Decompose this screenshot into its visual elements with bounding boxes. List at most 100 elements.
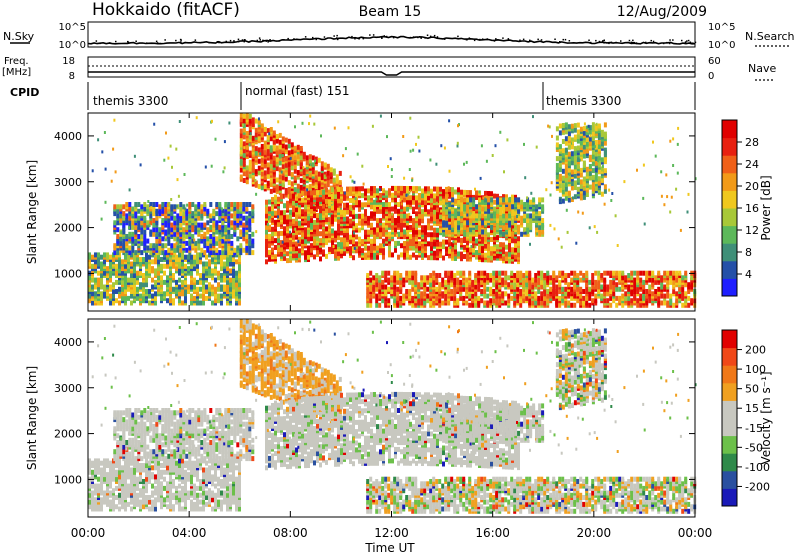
freq-label-2: [MHz] [2,67,31,78]
x-tick-label: 00:00 [71,526,106,540]
velocity-ylabel: Slant Range [km] [25,366,39,470]
y-tick-label: 2000 [54,428,82,441]
power-colorbar: 4 8 12 16 20 24 28 Power [dB] [721,119,773,297]
colorbar-tick-label: -100 [745,461,770,474]
nsearch-tick-top: 10^5 [708,22,735,33]
freq-tick-top: 18 [62,56,75,67]
x-axis-label: Time UT [364,541,415,554]
x-axis-ticks: 00:00 04:00 08:00 12:00 16:00 20:00 00:00 [71,113,713,540]
colorbar-tick-label: 15 [745,402,759,415]
colorbar-tick-label: -200 [745,480,770,493]
colorbar-swatch [722,190,737,209]
nsky-tick-bottom: 10^0 [59,40,86,51]
power-ylabel: Slant Range [km] [25,160,39,264]
colorbar-swatch [722,225,737,244]
power-panel: 1000 2000 3000 4000 Slant Range [km] [25,112,697,312]
colorbar-tick-label: 12 [745,224,759,237]
power-echo-band [113,202,255,256]
velocity-heatmap [88,318,697,514]
freq-strip: Freq. [MHz] 18 8 60 0 Nave [2,56,776,82]
velocity-colorbar: -200 -100 -50 -15 15 50 100 200 Velocity [m s⁻¹… [721,329,773,507]
x-tick-label: 04:00 [172,526,207,540]
nsearch-tick-bottom: 10^0 [708,40,735,51]
x-tick-label: 20:00 [577,526,612,540]
cpid-label: CPID [10,86,39,99]
y-tick-label: 2000 [54,222,82,235]
velocity-y-ticks: 1000 2000 3000 4000 [54,336,695,486]
colorbar-swatch [722,137,737,156]
y-tick-label: 3000 [54,382,82,395]
nsky-trace [87,35,696,45]
colorbar-tick-label: 8 [745,246,752,259]
freq-tick-bottom: 8 [69,71,75,82]
colorbar-swatch [722,172,737,191]
colorbar-swatch [722,453,737,472]
nave-tick-top: 60 [708,56,721,67]
y-tick-label: 1000 [54,473,82,486]
x-tick-label: 12:00 [374,526,409,540]
colorbar-swatch [722,400,737,419]
velocity-echo-band [113,408,255,462]
y-tick-label: 4000 [54,336,82,349]
colorbar-swatch [722,435,737,454]
colorbar-swatch [722,155,737,174]
colorbar-swatch [722,418,737,437]
colorbar-tick-label: 20 [745,180,759,193]
nsky-strip: N.Sky 10^5 10^0 10^5 10^0 N.Search [3,21,795,51]
colorbar-swatch [722,208,737,227]
freq-label-1: Freq. [4,56,29,67]
x-tick-label: 00:00 [678,526,713,540]
y-tick-label: 4000 [54,130,82,143]
velocity-panel: 1000 2000 3000 4000 Slant Range [km] [25,318,697,518]
colorbar-swatch [722,382,737,401]
nsky-tick-top: 10^5 [59,22,86,33]
colorbar-swatch [722,365,737,384]
colorbar-swatch [722,330,737,349]
x-tick-label: 08:00 [273,526,308,540]
colorbar-tick-label: 200 [745,344,766,357]
colorbar-swatch [722,260,737,279]
colorbar-swatch [722,243,737,262]
nsearch-trace [95,34,697,45]
power-scatter-noise [91,114,697,250]
power-y-ticks: 1000 2000 3000 4000 [54,130,695,280]
velocity-colorbar-label: Velocity [m s⁻¹] [759,371,773,464]
colorbar-tick-label: 24 [745,158,759,171]
nave-label: Nave [748,62,776,75]
beam-title: Beam 15 [359,4,422,20]
velocity-echo-band [88,458,241,512]
colorbar-swatch [722,488,737,507]
colorbar-tick-label: 50 [745,383,759,396]
freq-trace [88,71,695,76]
y-tick-label: 1000 [54,267,82,280]
station-title: Hokkaido (fitACF) [92,0,240,20]
nsearch-label: N.Search [745,30,795,43]
colorbar-swatch [722,347,737,366]
cpid-segment-1: themis 3300 [93,94,168,108]
colorbar-tick-label: 16 [745,202,759,215]
velocity-scatter-noise [91,320,697,456]
y-tick-label: 3000 [54,176,82,189]
power-heatmap [88,112,697,308]
nave-tick-bottom: 0 [708,71,714,82]
cpid-segment-2: normal (fast) 151 [245,84,349,98]
power-echo-band [555,122,607,205]
colorbar-swatch [722,120,737,139]
colorbar-tick-label: 100 [745,363,766,376]
colorbar-tick-label: 28 [745,136,759,149]
colorbar-tick-label: -15 [745,422,763,435]
power-echo-band [366,270,697,308]
colorbar-swatch [722,278,737,297]
cpid-strip: CPID themis 3300 normal (fast) 151 themi… [10,82,696,110]
power-echo-band [88,252,241,306]
colorbar-swatch [722,470,737,489]
colorbar-tick-label: -50 [745,441,763,454]
velocity-echo-band [366,476,697,514]
x-tick-label: 16:00 [475,526,510,540]
cpid-segment-3: themis 3300 [546,94,621,108]
power-colorbar-label: Power [dB] [759,175,773,240]
date-title: 12/Aug/2009 [617,4,707,20]
velocity-echo-band [555,328,607,411]
colorbar-tick-label: 4 [745,268,752,281]
